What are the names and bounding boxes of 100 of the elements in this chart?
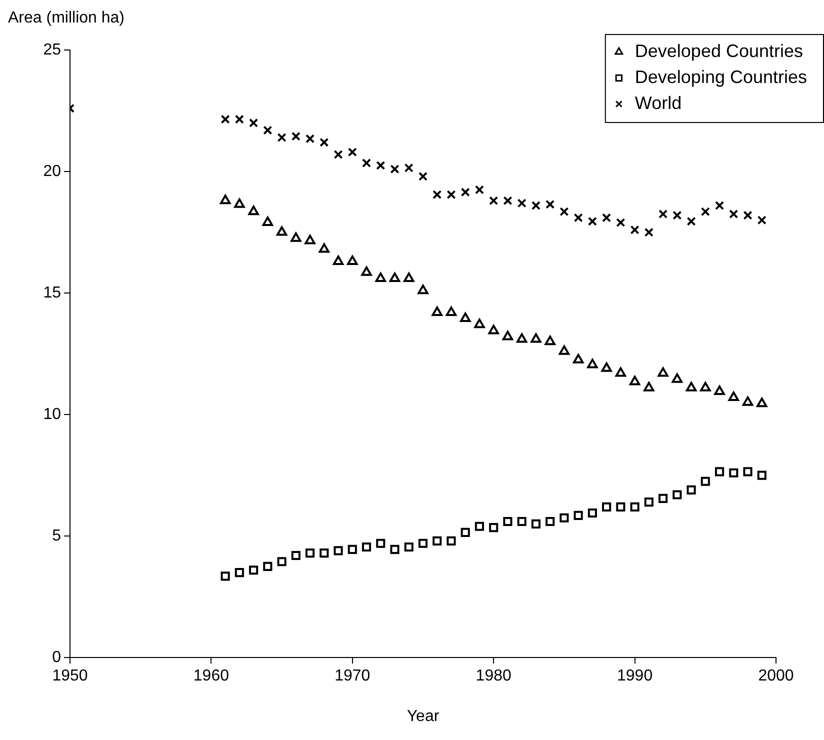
point bbox=[220, 114, 230, 124]
point bbox=[629, 376, 640, 386]
point bbox=[742, 396, 754, 406]
point bbox=[306, 134, 315, 144]
point bbox=[672, 373, 682, 383]
point bbox=[658, 494, 668, 503]
point bbox=[489, 523, 498, 532]
point bbox=[588, 508, 597, 518]
point bbox=[700, 476, 710, 486]
point bbox=[743, 210, 752, 220]
legend-label: Developed Countries bbox=[634, 40, 804, 61]
point bbox=[304, 234, 316, 244]
point bbox=[658, 367, 668, 377]
point bbox=[348, 148, 357, 157]
point bbox=[390, 164, 400, 174]
point bbox=[616, 218, 626, 228]
point bbox=[375, 272, 386, 282]
x-tick-label: 1950 bbox=[52, 668, 88, 685]
point bbox=[446, 306, 457, 316]
point bbox=[502, 330, 514, 340]
point bbox=[446, 190, 456, 200]
point bbox=[291, 132, 300, 141]
point bbox=[320, 138, 329, 147]
y-tick-label: 10 bbox=[43, 406, 62, 423]
point bbox=[729, 468, 738, 478]
point bbox=[488, 324, 499, 334]
point bbox=[644, 382, 654, 392]
x-axis-title: Year bbox=[406, 708, 440, 725]
point bbox=[234, 114, 244, 124]
point bbox=[249, 118, 258, 128]
point bbox=[432, 306, 442, 316]
x-tick-label: 1970 bbox=[334, 668, 370, 685]
point bbox=[728, 392, 739, 402]
point bbox=[530, 333, 542, 343]
point bbox=[234, 198, 245, 208]
point bbox=[347, 255, 358, 265]
point bbox=[729, 210, 738, 219]
point bbox=[474, 185, 484, 194]
point bbox=[404, 272, 414, 282]
point bbox=[376, 160, 386, 170]
point bbox=[588, 216, 597, 226]
y-tick-label: 5 bbox=[52, 527, 62, 544]
point bbox=[220, 572, 230, 581]
point bbox=[418, 538, 428, 548]
point bbox=[516, 333, 528, 343]
point bbox=[714, 201, 724, 210]
x-tick-label: 1980 bbox=[476, 668, 512, 685]
point bbox=[503, 516, 512, 526]
x-tick-label: 1990 bbox=[617, 668, 653, 685]
point bbox=[320, 548, 329, 558]
point bbox=[672, 210, 682, 220]
point bbox=[601, 362, 612, 372]
point bbox=[249, 566, 258, 575]
point bbox=[544, 336, 556, 346]
point bbox=[630, 502, 640, 512]
point bbox=[630, 225, 640, 234]
y-tick-label: 0 bbox=[52, 649, 62, 666]
point bbox=[389, 272, 400, 282]
point bbox=[460, 188, 470, 197]
legend-label: Developing Countries bbox=[634, 66, 808, 87]
point bbox=[418, 172, 428, 181]
y-tick-label: 15 bbox=[43, 284, 62, 302]
point bbox=[362, 158, 372, 168]
point bbox=[376, 538, 386, 548]
point bbox=[234, 568, 244, 578]
y-tick-label: 25 bbox=[43, 41, 62, 58]
y-axis-title: Area (million ha) bbox=[8, 9, 124, 26]
point bbox=[503, 196, 512, 206]
legend-label: World bbox=[634, 92, 682, 113]
point bbox=[276, 226, 288, 236]
point bbox=[700, 207, 710, 216]
point bbox=[262, 216, 274, 226]
point bbox=[602, 213, 612, 222]
point bbox=[334, 150, 343, 160]
point bbox=[348, 544, 357, 554]
point bbox=[446, 536, 456, 546]
point bbox=[418, 284, 428, 294]
point bbox=[290, 232, 302, 242]
point bbox=[362, 542, 372, 552]
point bbox=[404, 163, 414, 172]
point bbox=[574, 510, 583, 520]
point bbox=[560, 207, 569, 216]
point bbox=[714, 385, 725, 395]
point bbox=[700, 382, 711, 392]
point bbox=[714, 467, 724, 476]
point bbox=[531, 519, 540, 528]
point bbox=[686, 485, 696, 494]
point bbox=[615, 367, 626, 377]
point bbox=[560, 513, 569, 522]
point bbox=[743, 467, 752, 476]
point bbox=[644, 228, 654, 237]
point bbox=[572, 354, 584, 364]
point bbox=[686, 216, 696, 226]
point bbox=[277, 557, 286, 566]
point bbox=[489, 196, 498, 206]
point bbox=[686, 382, 697, 392]
point bbox=[318, 243, 330, 253]
x-tick-label: 1960 bbox=[193, 668, 230, 685]
point bbox=[460, 528, 470, 537]
point bbox=[220, 194, 231, 204]
